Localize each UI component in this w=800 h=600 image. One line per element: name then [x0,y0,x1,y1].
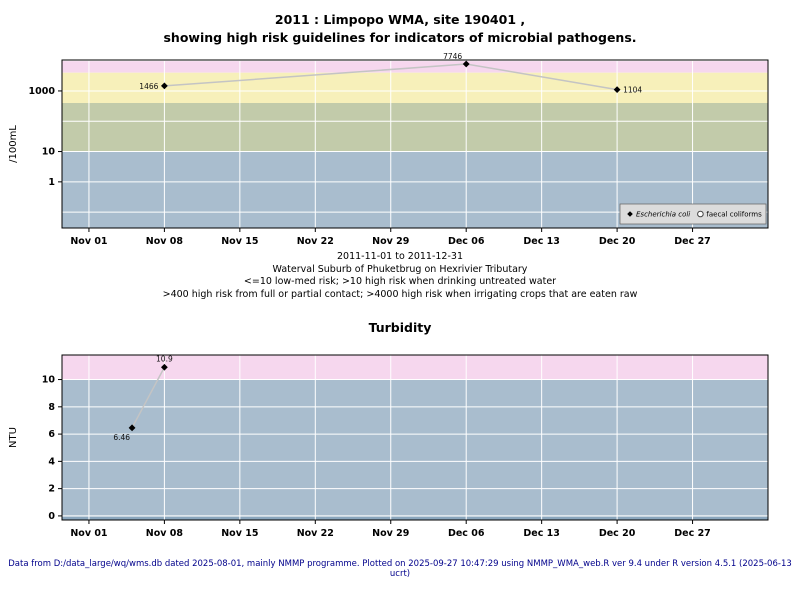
x-tick-label: Dec 06 [448,528,485,539]
axes: Nov 01 Nov 08 Nov 15 Nov 22 Nov 29 Dec 06 Dec … [42,375,711,539]
plot-border [61,354,769,521]
y-tick-label: 8 [48,402,55,413]
microbial-chart-title-line2: showing high risk guidelines for indicat… [163,30,637,45]
x-tick-label: Nov 01 [70,528,107,539]
marker-diamond-icon [627,211,633,217]
gridlines [62,355,768,520]
y-tick-label: 4 [48,456,55,467]
y-tick-label: 10 [42,375,56,386]
y-tick-label: 10 [42,147,56,158]
x-tick-label: Dec 27 [674,528,711,539]
x-tick-label: Nov 15 [221,236,258,247]
x-tick-label: Nov 22 [297,236,334,247]
risk-band [62,103,768,152]
x-tick-label: Nov 29 [372,528,409,539]
x-tick-label: Dec 20 [599,528,636,539]
marker-circle-open-icon [697,210,704,218]
gridlines [62,60,768,228]
legend-box [619,203,767,225]
x-tick-label: Dec 06 [448,236,485,247]
marker-diamond-icon [613,86,621,94]
x-tick-label: Nov 01 [70,236,107,247]
series-line [131,366,166,429]
x-tick-label: Dec 20 [599,236,636,247]
point-value-label: 1104 [623,86,642,95]
x-tick-label: Dec 27 [674,236,711,247]
point-value-label: 7746 [443,52,462,61]
point-value-label: 1466 [139,82,158,91]
x-tick-label: Nov 08 [146,528,184,539]
risk-band [62,72,768,104]
x-tick-label: Dec 13 [523,236,560,247]
y-tick-label: 0 [48,511,55,522]
point-value-label: 10.9 [156,354,173,363]
legend-label: faecal coliforms [706,211,762,219]
subtitle-site-description: Waterval Suburb of Phuketbrug on Hexrivi… [272,263,528,275]
risk-bands [62,60,768,228]
y-axis-title: NTU [8,427,19,448]
axes: Nov 01 Nov 08 Nov 15 Nov 22 Nov 29 Dec 06 Dec … [29,86,711,247]
microbial-chart-title-line1: 2011 : Limpopo WMA, site 190401 , [274,12,526,27]
risk-band [62,60,768,73]
plot-border [61,59,769,229]
turbidity-chart: 6.46 10.9 Nov 01 Nov 08 Nov 15 Nov 22 Nov 29 De… [8,354,769,539]
subtitle-drinking-risk: <=10 low-med risk; >10 high risk when dr… [243,276,557,287]
risk-bands [62,355,768,520]
subtitle-contact-risk: >400 high risk from full or partial cont… [162,288,638,300]
marker-diamond-icon [160,363,168,371]
y-tick-label: 1000 [29,86,56,97]
point-value-label: 6.46 [113,433,130,442]
subtitle-date-range: 2011-11-01 to 2011-12-31 [337,251,463,262]
legend-label: Escherichia coli [636,211,690,219]
footer-caption: Data from D:/data_large/wq/wms.db dated … [8,559,792,579]
marker-diamond-icon [160,82,168,90]
x-tick-label: Nov 15 [221,528,258,539]
y-tick-label: 6 [48,429,55,440]
x-tick-label: Nov 29 [372,236,409,247]
x-tick-label: Dec 13 [523,528,560,539]
marker-diamond-icon [128,424,136,432]
legend: Escherichia coli faecal coliforms [619,203,767,225]
y-tick-label: 1 [48,177,55,188]
risk-band [62,517,768,520]
y-tick-label: 2 [48,484,55,495]
microbial-chart-subtitles: 2011-11-01 to 2011-12-31 Waterval Suburb… [0,251,800,301]
risk-band [62,379,768,517]
x-tick-label: Nov 08 [146,236,184,247]
y-axis-title: /100mL [8,125,19,163]
x-tick-label: Nov 22 [297,528,334,539]
turbidity-chart-title: Turbidity [368,320,432,335]
risk-band [62,355,768,380]
